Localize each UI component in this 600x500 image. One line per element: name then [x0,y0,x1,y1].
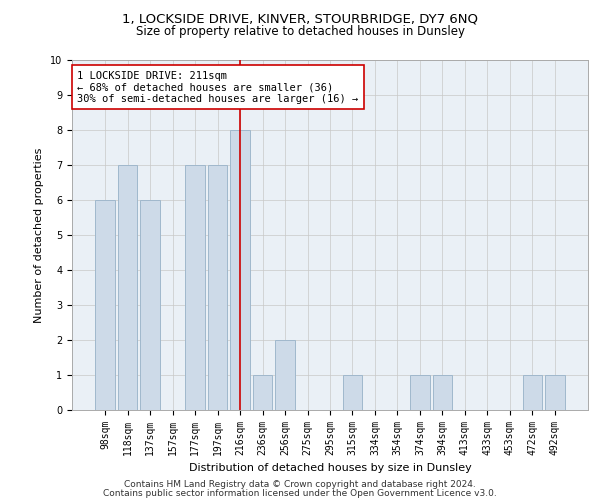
Bar [275,340,295,410]
Bar [95,200,115,410]
Bar [185,165,205,410]
Y-axis label: Number of detached properties: Number of detached properties [34,148,44,322]
Bar [343,375,362,410]
Bar [118,165,137,410]
Text: Contains public sector information licensed under the Open Government Licence v3: Contains public sector information licen… [103,488,497,498]
Bar [545,375,565,410]
Text: 1, LOCKSIDE DRIVE, KINVER, STOURBRIDGE, DY7 6NQ: 1, LOCKSIDE DRIVE, KINVER, STOURBRIDGE, … [122,12,478,26]
Bar [208,165,227,410]
Bar [230,130,250,410]
Bar [433,375,452,410]
Text: Contains HM Land Registry data © Crown copyright and database right 2024.: Contains HM Land Registry data © Crown c… [124,480,476,489]
Bar [253,375,272,410]
Bar [140,200,160,410]
Bar [523,375,542,410]
Text: 1 LOCKSIDE DRIVE: 211sqm
← 68% of detached houses are smaller (36)
30% of semi-d: 1 LOCKSIDE DRIVE: 211sqm ← 68% of detach… [77,70,358,104]
X-axis label: Distribution of detached houses by size in Dunsley: Distribution of detached houses by size … [188,464,472,473]
Text: Size of property relative to detached houses in Dunsley: Size of property relative to detached ho… [136,25,464,38]
Bar [410,375,430,410]
